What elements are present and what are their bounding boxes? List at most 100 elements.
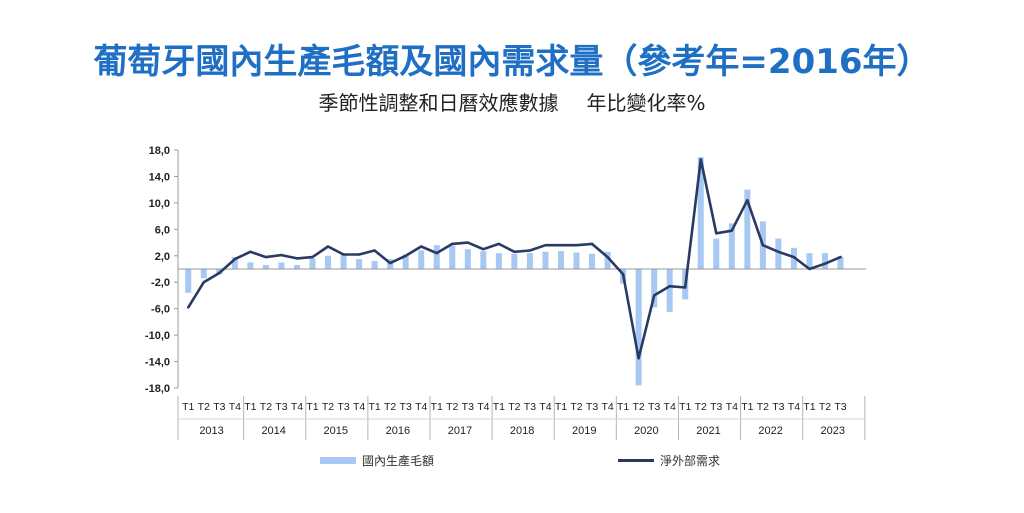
net-demand-point	[202, 281, 205, 284]
gdp-bar	[542, 251, 549, 269]
quarter-label: T1	[493, 401, 505, 413]
quarter-label: T4	[601, 401, 613, 413]
net-demand-point	[295, 257, 299, 260]
net-demand-point	[218, 271, 221, 275]
quarter-label: T4	[229, 401, 241, 413]
year-label: 2020	[634, 425, 658, 437]
quarter-label: T3	[400, 401, 412, 413]
net-demand-point	[777, 250, 780, 254]
gdp-bar	[247, 262, 254, 269]
net-demand-point	[559, 244, 563, 247]
quarter-label: T3	[710, 401, 722, 413]
gdp-bar	[185, 269, 192, 293]
quarter-label: T3	[524, 401, 536, 413]
quarter-label: T2	[819, 401, 831, 413]
year-label: 2015	[324, 425, 348, 437]
net-demand-point	[420, 245, 423, 248]
quarter-label: T3	[772, 401, 784, 413]
quarter-label: T4	[353, 401, 365, 413]
y-tick-label: -6,0	[151, 304, 170, 316]
y-tick-label: 6,0	[155, 224, 170, 236]
net-demand-point	[451, 242, 454, 246]
quarter-label: T4	[664, 401, 676, 413]
subtitle-main: 季節性調整和日曆效應數據	[318, 91, 559, 115]
quarter-label: T1	[555, 401, 567, 413]
net-demand-point	[823, 262, 827, 265]
gdp-bar	[666, 269, 673, 312]
gdp-bar	[262, 265, 269, 269]
net-demand-point	[388, 261, 392, 265]
quarter-label: T4	[788, 401, 800, 413]
net-demand-point	[280, 253, 283, 257]
net-demand-point	[466, 241, 470, 244]
legend-demand-swatch	[618, 459, 654, 462]
y-tick-label: 2,0	[155, 251, 170, 263]
quarter-label: T1	[306, 401, 318, 413]
net-demand-point	[652, 294, 656, 297]
gdp-bar	[651, 269, 658, 308]
quarter-label: T3	[337, 401, 349, 413]
quarter-label: T1	[741, 401, 753, 413]
net-demand-point	[746, 199, 749, 202]
gdp-bar	[325, 255, 332, 269]
gdp-bar	[480, 251, 487, 269]
net-demand-point	[715, 232, 718, 235]
net-demand-point	[637, 357, 640, 360]
legend-gdp-swatch	[320, 457, 356, 464]
gdp-bar	[340, 254, 347, 269]
quarter-label: T2	[198, 401, 210, 413]
year-label: 2019	[572, 425, 596, 437]
net-demand-point	[684, 286, 687, 289]
y-tick-label: 14,0	[149, 171, 170, 183]
quarter-label: T3	[834, 401, 846, 413]
quarter-label: T3	[648, 401, 660, 413]
y-tick-label: -18,0	[145, 383, 170, 395]
net-demand-point	[373, 249, 376, 252]
gdp-bar	[278, 262, 285, 269]
gdp-bar	[449, 245, 456, 269]
legend-demand-label: 淨外部需求	[660, 454, 721, 468]
quarter-label: T3	[586, 401, 598, 413]
y-tick-label: -2,0	[151, 277, 170, 289]
net-demand-point	[249, 250, 252, 254]
gdp-bar	[526, 253, 533, 269]
net-demand-point	[404, 254, 407, 257]
legend-gdp: 國內生產毛額	[320, 452, 434, 469]
net-demand-point	[528, 249, 532, 252]
net-demand-point	[544, 244, 547, 247]
legend-demand: 淨外部需求	[618, 452, 720, 469]
quarter-label: T2	[446, 401, 458, 413]
quarter-label: T1	[368, 401, 380, 413]
net-demand-point	[730, 229, 734, 232]
gdp-bar	[495, 253, 502, 269]
gdp-bar	[697, 157, 704, 269]
gdp-bar	[293, 265, 300, 269]
y-tick-label: 10,0	[149, 198, 170, 210]
chart-title: 葡萄牙國內生產毛額及國內需求量（參考年=2016年）	[93, 42, 931, 82]
net-demand-point	[761, 244, 765, 247]
y-tick-label: 18,0	[149, 145, 170, 157]
gdp-bar	[464, 249, 471, 269]
quarter-label: T4	[539, 401, 551, 413]
net-demand-point	[342, 253, 345, 256]
gdp-bar	[728, 223, 735, 269]
gdp-bar	[821, 253, 828, 269]
quarter-label: T1	[431, 401, 443, 413]
quarter-label: T4	[726, 401, 738, 413]
gdp-bar	[589, 253, 596, 269]
gdp-bar	[309, 258, 316, 269]
gdp-bar	[573, 252, 580, 269]
quarter-label: T3	[213, 401, 225, 413]
quarter-label: T3	[462, 401, 474, 413]
chart-subtitle: 季節性調整和日曆效應數據 年比變化率%	[0, 87, 1024, 116]
gdp-bar	[231, 257, 238, 269]
year-label: 2021	[696, 425, 720, 437]
quarter-label: T2	[260, 401, 272, 413]
year-label: 2022	[758, 425, 782, 437]
y-tick-label: -10,0	[145, 330, 170, 342]
quarter-label: T2	[633, 401, 645, 413]
quarter-label: T3	[275, 401, 287, 413]
y-tick-label: -14,0	[145, 357, 170, 369]
gdp-bar	[356, 259, 363, 269]
